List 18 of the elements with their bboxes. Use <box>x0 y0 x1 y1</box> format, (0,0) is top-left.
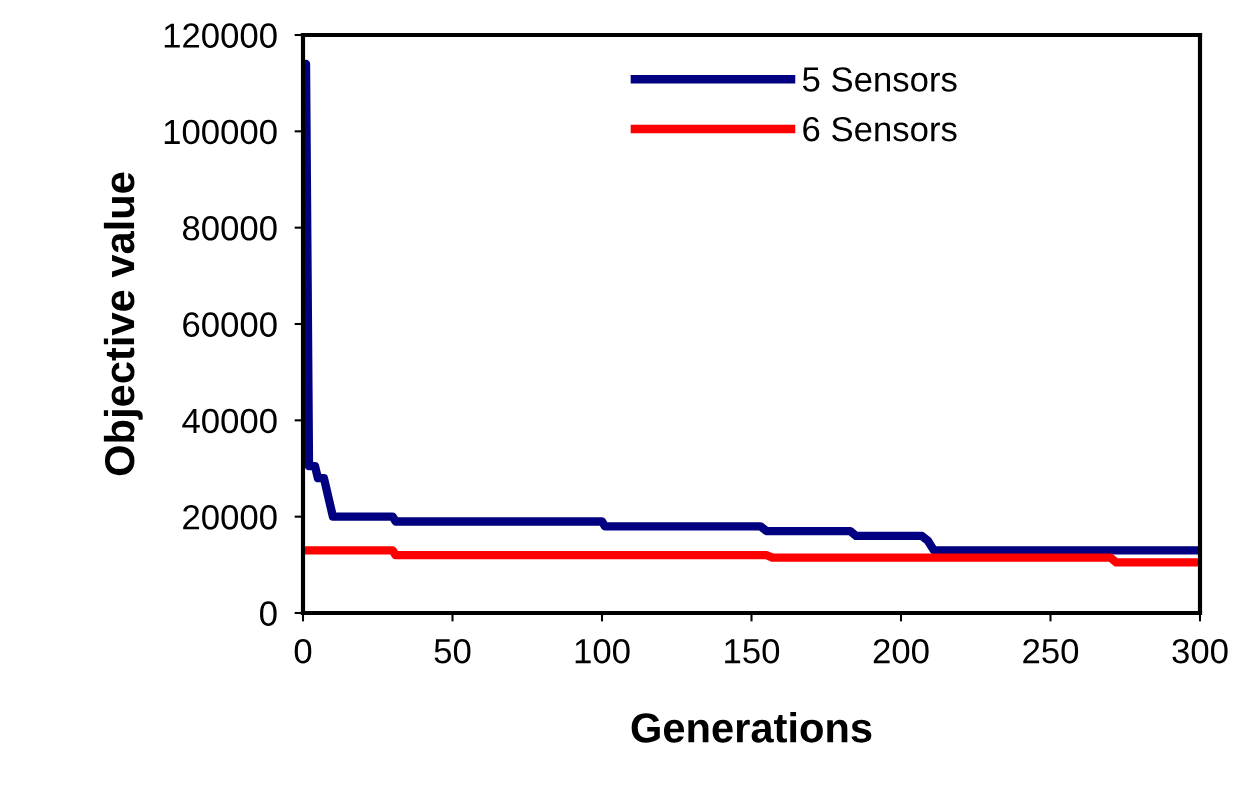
x-tick-label: 150 <box>725 638 780 664</box>
x-axis-title: Generations <box>631 712 872 743</box>
x-tick-label: 300 <box>1172 638 1228 664</box>
y-tick-label: 20000 <box>183 505 277 530</box>
y-tick-label: 0 <box>260 601 277 626</box>
y-tick-label: 120000 <box>164 23 277 48</box>
x-tick-label: 200 <box>873 638 929 664</box>
legend-label: 5 Sensors <box>802 67 957 92</box>
x-tick-label: 100 <box>575 638 630 664</box>
y-tick-label: 100000 <box>164 119 277 145</box>
y-axis-title: Objective value <box>103 172 143 476</box>
y-tick-label: 80000 <box>182 216 277 241</box>
x-tick-label: 50 <box>434 638 471 664</box>
y-tick-label: 60000 <box>183 312 277 337</box>
x-tick-label: 250 <box>1023 638 1079 664</box>
legend-label: 6 Sensors <box>803 116 957 142</box>
x-tick-label: 0 <box>294 638 312 664</box>
y-tick-label: 40000 <box>182 408 277 434</box>
